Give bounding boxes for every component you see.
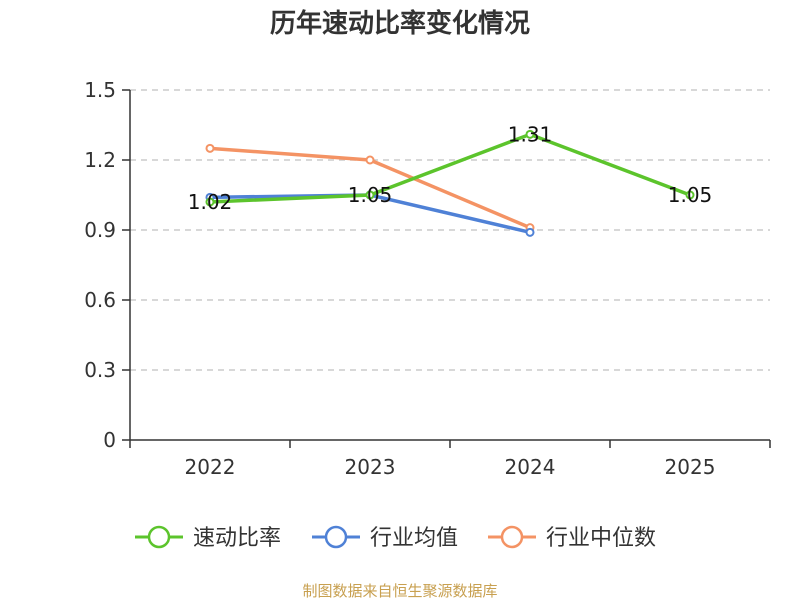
y-tick-label: 1.5: [84, 78, 116, 102]
data-point[interactable]: [525, 227, 535, 237]
data-label: 1.05: [348, 183, 393, 207]
data-point[interactable]: [685, 190, 695, 200]
x-tick-label: 2024: [505, 455, 556, 479]
data-label: 1.02: [188, 190, 233, 214]
data-label: 1.05: [668, 183, 713, 207]
x-tick-label: 2025: [665, 455, 716, 479]
data-point[interactable]: [205, 197, 215, 207]
y-tick-label: 1.2: [84, 148, 116, 172]
legend-label: 行业中位数: [546, 526, 656, 551]
x-tick-label: 2022: [185, 455, 236, 479]
chart-title: 历年速动比率变化情况: [270, 8, 530, 39]
y-tick-label: 0.9: [84, 218, 116, 242]
legend-label: 行业均值: [370, 526, 458, 551]
legend-item[interactable]: 行业中位数: [488, 525, 656, 551]
legend-label: 速动比率: [193, 526, 281, 551]
data-label: 1.31: [508, 122, 553, 146]
legend-marker-icon: [500, 525, 524, 549]
legend-item[interactable]: 行业均值: [312, 525, 458, 551]
data-labels: 1.02 1.05 1.31 1.05: [188, 122, 713, 214]
legend-item[interactable]: 速动比率: [135, 525, 281, 551]
gridlines: [130, 89, 770, 371]
legend-marker-icon: [147, 525, 171, 549]
axes: 0 0.3 0.6 0.9 1.2 1.5 2022 2023 2024 2025: [84, 78, 771, 479]
source-note: 制图数据来自恒生聚源数据库: [302, 582, 497, 600]
series-layer: [205, 129, 695, 237]
data-point[interactable]: [525, 129, 535, 139]
series-line: [209, 132, 691, 204]
data-point[interactable]: [365, 155, 375, 165]
data-point[interactable]: [205, 143, 215, 153]
y-tick-label: 0: [103, 428, 116, 452]
data-point[interactable]: [365, 190, 375, 200]
y-tick-label: 0.3: [84, 358, 116, 382]
y-tick-label: 0.6: [84, 288, 116, 312]
x-tick-label: 2023: [345, 455, 396, 479]
legend-marker-icon: [324, 525, 348, 549]
legend[interactable]: 速动比率 行业均值 行业中位数: [135, 525, 656, 551]
